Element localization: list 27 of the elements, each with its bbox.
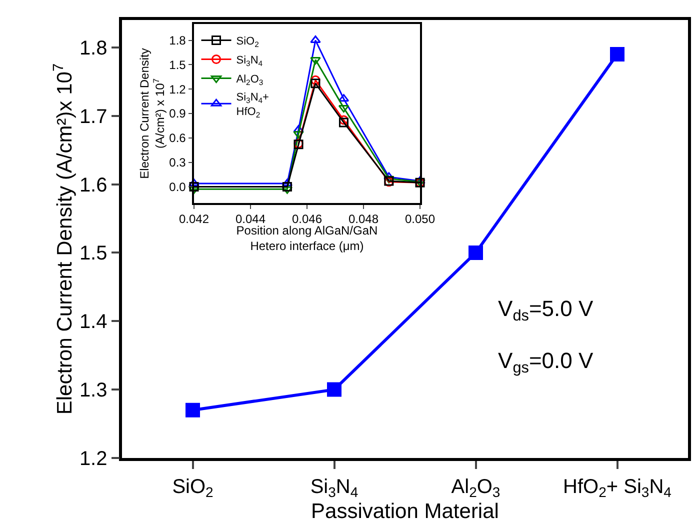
y-tick-label: 0.3 xyxy=(169,156,186,170)
x-tick-label: SiO$_{2}$ xyxy=(172,476,214,500)
legend-label: SiO$_{2}$ xyxy=(236,36,259,49)
y-tick-label: 1.3 xyxy=(79,380,108,402)
x-tick-label: Si$_{3}$N$_{4}$ xyxy=(310,476,358,500)
y-tick-label: 1.2 xyxy=(79,448,108,470)
x-tick-label: 0.042 xyxy=(178,212,210,226)
y-tick-label: 1.5 xyxy=(79,242,108,265)
y-tick-label: 0.0 xyxy=(169,180,186,194)
y-tick-label: 1.4 xyxy=(79,311,108,334)
legend-label: Si$_{3}$N$_{4}$ xyxy=(236,54,264,68)
y-tick-label: 1.2 xyxy=(169,82,186,96)
x-tick-label: HfO$_{2}$+ Si$_{3}$N$_{4}$ xyxy=(563,476,672,500)
y-tick-label: 1.8 xyxy=(169,33,186,48)
annotation: V$_{ds}$=5.0 V xyxy=(498,296,594,325)
x-axis-title: Passivation Material xyxy=(311,500,499,523)
x-tick-label: Al$_{2}$O$_{3}$ xyxy=(451,476,500,500)
y-tick-label: 1.6 xyxy=(79,174,108,196)
y-tick-label: 1.7 xyxy=(79,106,108,128)
y-tick-label: 1.8 xyxy=(79,37,108,60)
y-tick-label: 0.9 xyxy=(169,106,186,121)
y-tick-label: 0.6 xyxy=(169,131,186,146)
legend-label: Al$_{2}$O$_{3}$ xyxy=(236,74,264,87)
annotation: V$_{gs}$=0.0 V xyxy=(498,348,594,377)
y-tick-label: 1.5 xyxy=(169,58,186,72)
x-tick-label: 0.050 xyxy=(404,212,436,226)
legend-label: Si$_{3}$N$_{4}$+ HfO$_{2}$ xyxy=(236,92,269,120)
